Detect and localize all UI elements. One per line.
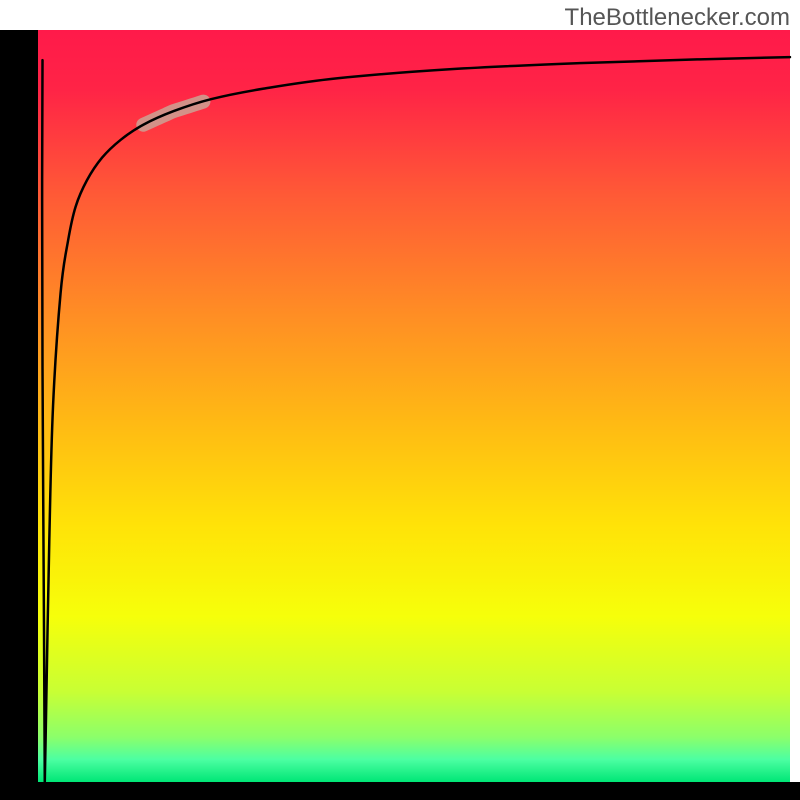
x-axis-bar	[0, 782, 800, 800]
chart-svg	[0, 0, 800, 800]
plot-background	[38, 30, 790, 782]
bottleneck-chart: TheBottlenecker.com	[0, 0, 800, 800]
watermark-label: TheBottlenecker.com	[565, 4, 790, 32]
y-axis-bar	[0, 30, 38, 800]
